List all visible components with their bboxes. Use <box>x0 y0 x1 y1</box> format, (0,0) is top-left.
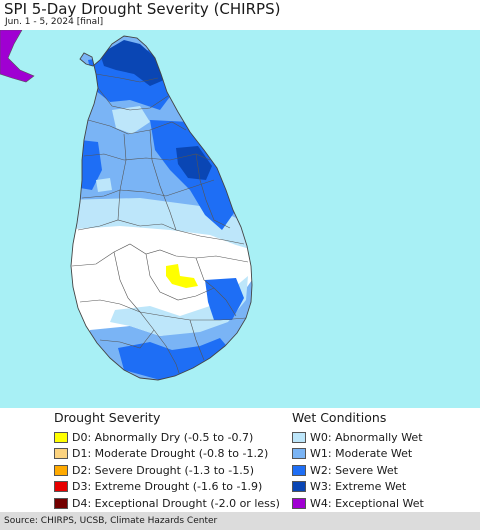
boundary-line <box>117 133 127 221</box>
w2-west-strip <box>80 140 102 190</box>
w4-swatch <box>292 497 306 509</box>
legend-item-w4: W4: Exceptional Wet <box>292 495 424 512</box>
d0-swatch <box>54 431 68 443</box>
w1-speckle <box>96 178 112 192</box>
w3-swatch <box>292 481 306 493</box>
boundary-line <box>195 257 237 317</box>
map-subtitle: Jun. 1 - 5, 2024 [final] <box>5 17 104 27</box>
boundary-line <box>81 179 215 199</box>
w0-north-interior <box>112 106 150 134</box>
boundary-line <box>113 251 155 331</box>
drought-legend: Drought Severity D0: Abnormally Dry (-0.… <box>54 410 280 512</box>
legend-label: D3: Extreme Drought (-1.6 to -1.9) <box>72 480 263 494</box>
w0-south-inland <box>110 276 248 336</box>
boundary-line <box>87 119 187 135</box>
boundary-line <box>77 219 245 245</box>
w3-jaffna <box>100 40 164 86</box>
boundary-line <box>189 319 205 361</box>
legend-item-d4: D4: Exceptional Drought (-2.0 or less) <box>54 495 280 512</box>
boundary-line <box>95 73 159 83</box>
boundary-line <box>79 299 247 321</box>
source-credit: Source: CHIRPS, UCSB, Climate Hazards Ce… <box>0 512 480 530</box>
boundary-line <box>97 87 169 111</box>
drought-legend-heading: Drought Severity <box>54 410 161 425</box>
boundary-line <box>145 253 215 301</box>
d2-swatch <box>54 464 68 476</box>
d4-swatch <box>54 497 68 509</box>
boundary-line <box>195 153 231 229</box>
map-panel <box>0 30 480 408</box>
map-title: SPI 5-Day Drought Severity (CHIRPS) <box>4 0 281 18</box>
d1-swatch <box>54 448 68 460</box>
boundary-line <box>149 129 177 231</box>
district-boundaries <box>71 73 249 377</box>
w0-swatch <box>292 431 306 443</box>
legend-item-w2: W2: Severe Wet <box>292 462 424 479</box>
d3-swatch <box>54 481 68 493</box>
legend: Drought Severity D0: Abnormally Dry (-0.… <box>0 408 480 512</box>
legend-label: W0: Abnormally Wet <box>310 430 423 444</box>
legend-label: W1: Moderate Wet <box>310 447 413 461</box>
india-coast <box>0 30 35 83</box>
ocean <box>0 30 480 408</box>
legend-label: D4: Exceptional Drought (-2.0 or less) <box>72 496 280 510</box>
w2-south-coast <box>118 338 230 380</box>
boundary-line <box>71 243 249 267</box>
legend-label: D2: Severe Drought (-1.3 to -1.5) <box>72 463 255 477</box>
wet-legend-heading: Wet Conditions <box>292 410 387 425</box>
legend-item-w1: W1: Moderate Wet <box>292 446 424 463</box>
wet-legend: Wet Conditions W0: Abnormally Wet W1: Mo… <box>292 410 424 512</box>
w3-east <box>176 146 212 180</box>
legend-item-w0: W0: Abnormally Wet <box>292 429 424 446</box>
legend-item-d3: D3: Extreme Drought (-1.6 to -1.9) <box>54 479 280 496</box>
d0-patch <box>166 264 198 288</box>
boundary-line <box>153 329 181 377</box>
boundary-line <box>99 329 155 349</box>
legend-item-d0: D0: Abnormally Dry (-0.5 to -0.7) <box>54 429 280 446</box>
legend-item-d1: D1: Moderate Drought (-0.8 to -1.2) <box>54 446 280 463</box>
legend-label: W2: Severe Wet <box>310 463 398 477</box>
w1-swatch <box>292 448 306 460</box>
legend-label: W4: Exceptional Wet <box>310 496 424 510</box>
legend-label: D1: Moderate Drought (-0.8 to -1.2) <box>72 447 269 461</box>
legend-item-w3: W3: Extreme Wet <box>292 479 424 496</box>
legend-label: D0: Abnormally Dry (-0.5 to -0.7) <box>72 430 254 444</box>
legend-item-d2: D2: Severe Drought (-1.3 to -1.5) <box>54 462 280 479</box>
sri-lanka-outline <box>70 35 253 381</box>
legend-label: W3: Extreme Wet <box>310 480 407 494</box>
sri-lanka-map <box>0 30 480 408</box>
w2-swatch <box>292 464 306 476</box>
